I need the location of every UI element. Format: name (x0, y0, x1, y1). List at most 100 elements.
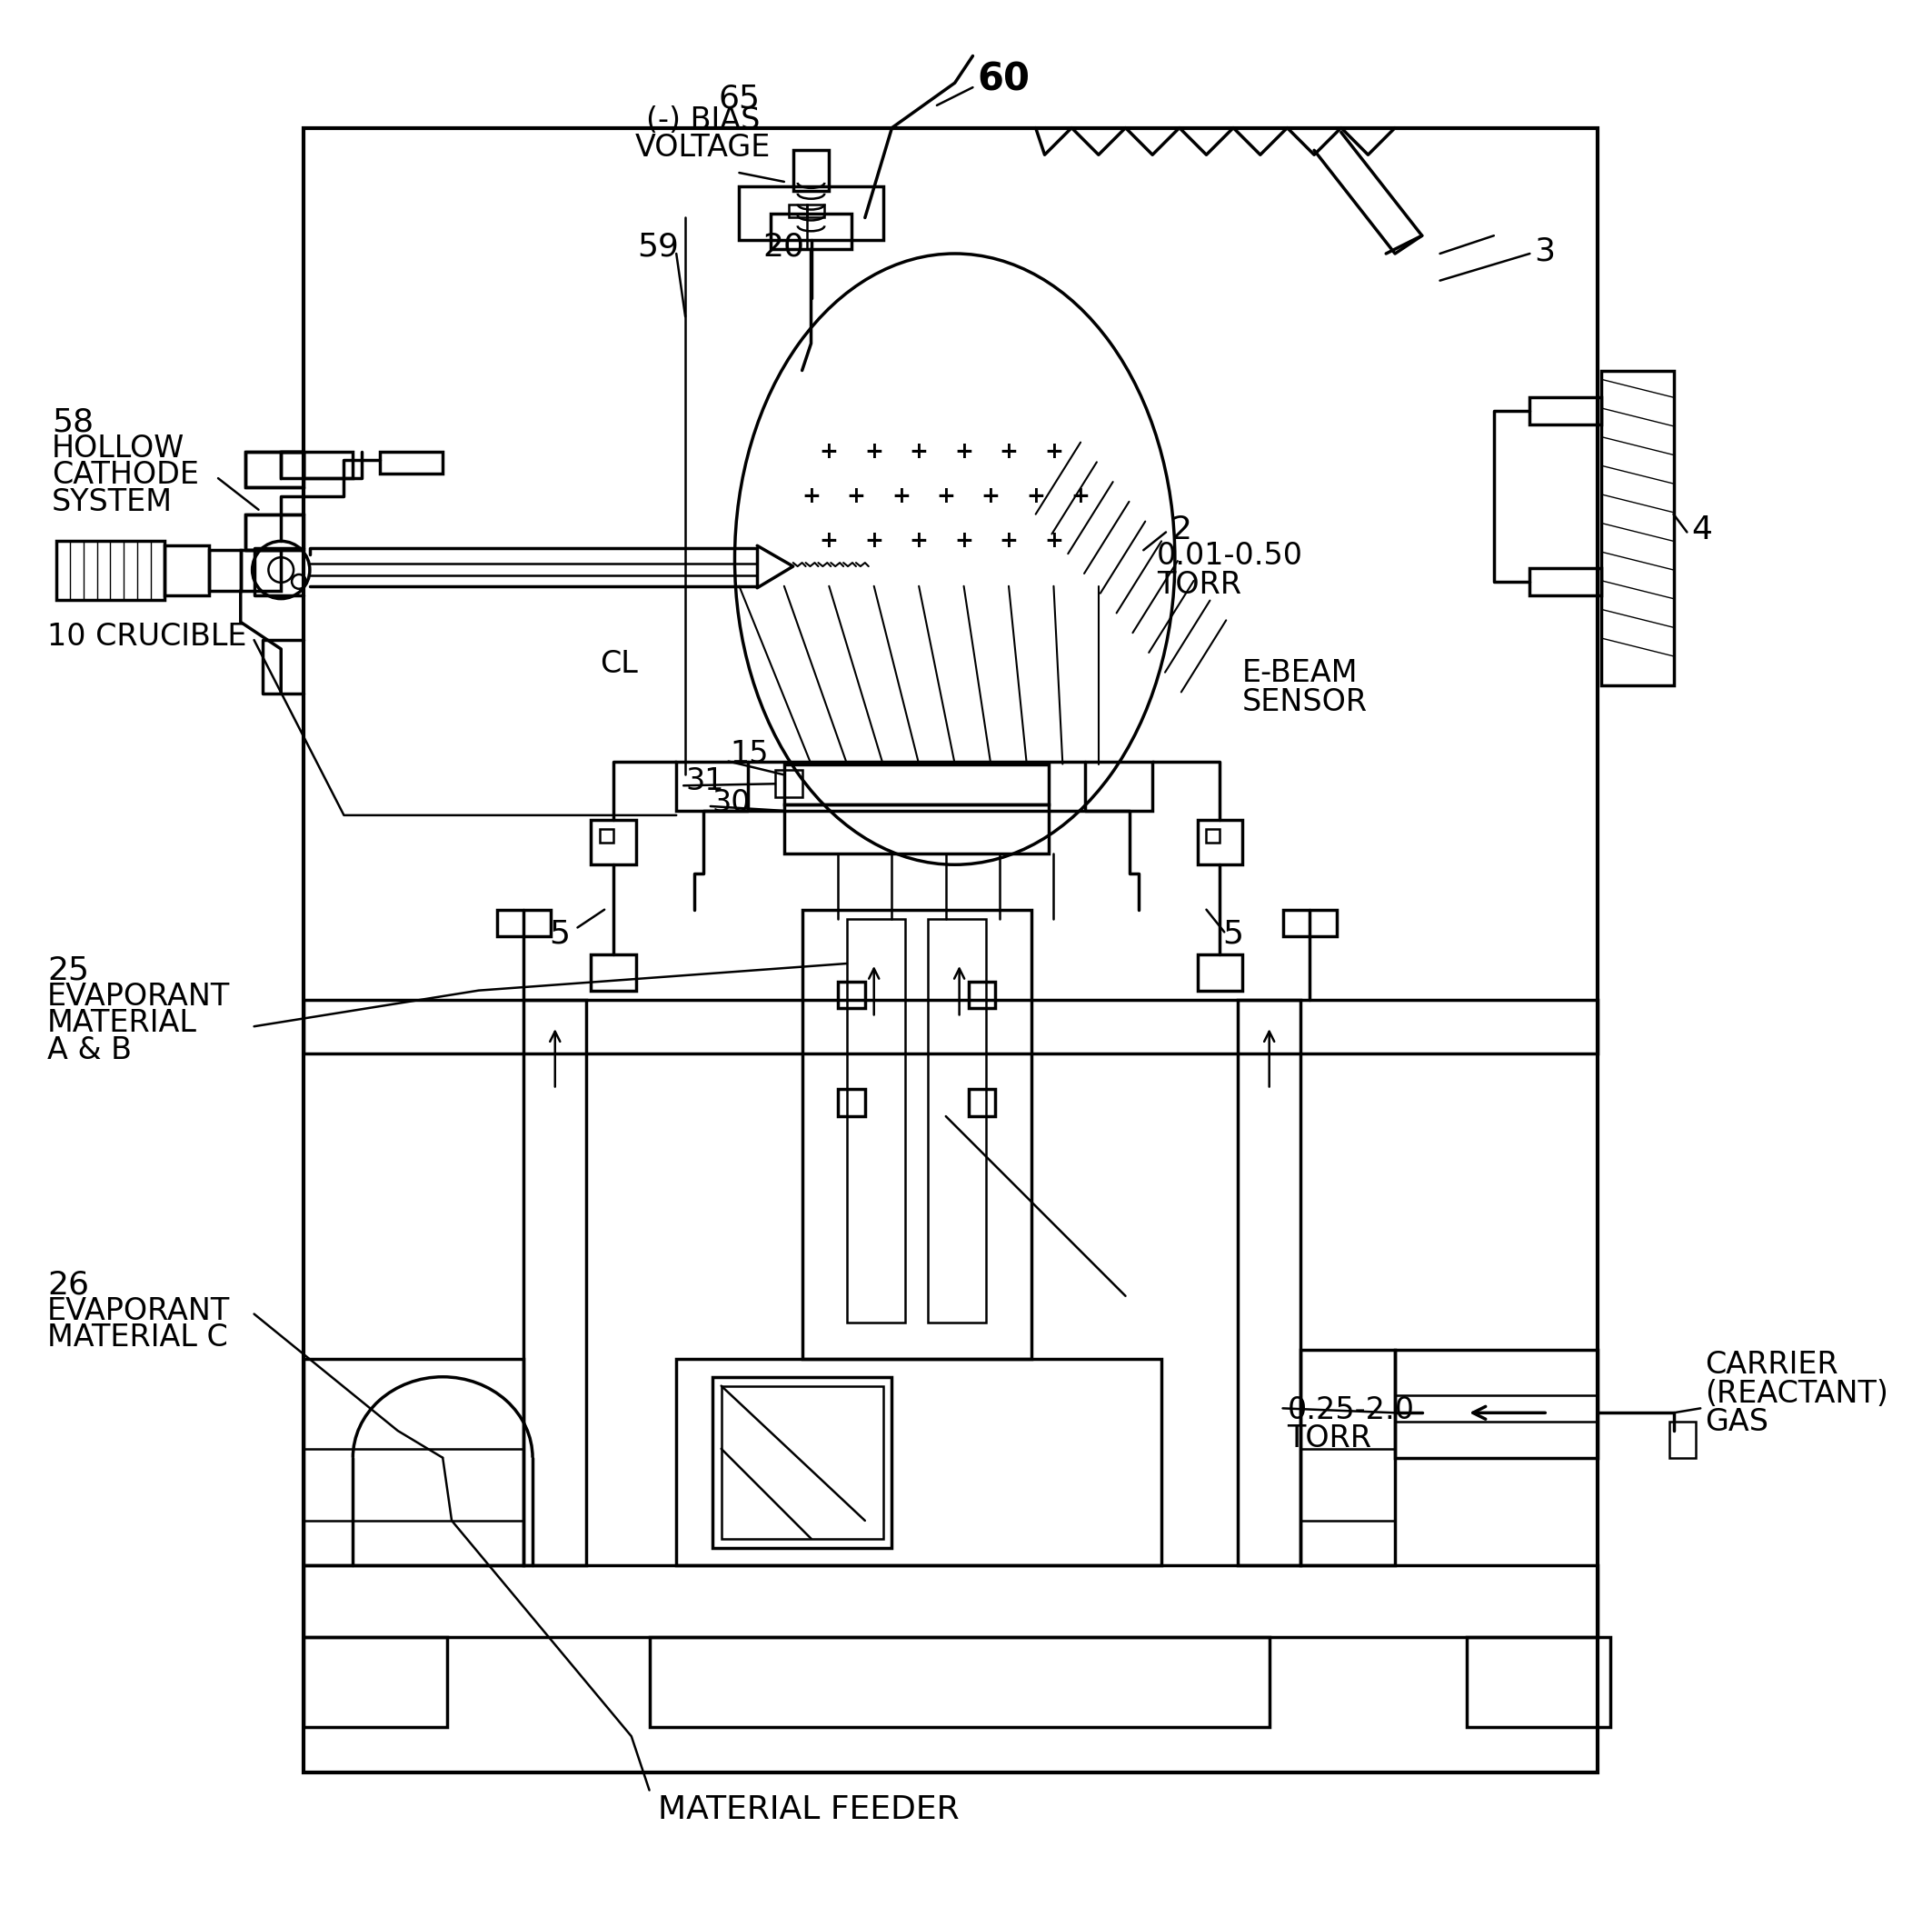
Text: 10 CRUCIBLE: 10 CRUCIBLE (48, 622, 247, 651)
Bar (721, 1386, 883, 1538)
Text: A & B: A & B (48, 1035, 131, 1066)
Bar (497, 910, 551, 937)
Text: 0.25-2.0: 0.25-2.0 (1287, 1395, 1414, 1424)
Bar (245, 451, 303, 488)
Bar (1206, 829, 1219, 842)
Bar (303, 1449, 524, 1520)
Text: +: + (891, 486, 910, 507)
Text: 31: 31 (686, 765, 724, 796)
Bar (1602, 370, 1673, 684)
Text: +: + (864, 441, 883, 462)
Bar (1198, 954, 1242, 990)
Bar (838, 981, 866, 1008)
Text: TORR: TORR (1157, 570, 1242, 599)
Text: (REACTANT): (REACTANT) (1704, 1378, 1888, 1409)
Text: 25: 25 (48, 954, 89, 985)
Text: 15: 15 (730, 738, 769, 769)
Bar (788, 204, 806, 218)
Bar (1283, 910, 1337, 937)
Bar (676, 1359, 1161, 1565)
Text: +: + (910, 530, 929, 551)
Bar (1466, 1638, 1611, 1727)
Text: SYSTEM: SYSTEM (52, 488, 172, 516)
Bar (968, 981, 995, 1008)
Bar (303, 1638, 446, 1727)
Text: SENSOR: SENSOR (1242, 686, 1368, 717)
Bar (524, 1000, 587, 1565)
Text: EVAPORANT: EVAPORANT (48, 981, 230, 1012)
Bar (838, 1089, 866, 1116)
Text: TORR: TORR (1287, 1424, 1372, 1453)
Bar (771, 214, 852, 249)
Text: GAS: GAS (1704, 1407, 1768, 1438)
Bar (164, 545, 209, 595)
Text: 60: 60 (978, 60, 1030, 98)
Text: +: + (910, 441, 929, 462)
Text: +: + (954, 530, 974, 551)
Text: +: + (954, 441, 974, 462)
Text: 59: 59 (638, 231, 680, 262)
Bar (242, 549, 280, 590)
Bar (280, 451, 354, 478)
Text: +: + (802, 486, 821, 507)
Text: +: + (999, 441, 1018, 462)
Bar (927, 919, 985, 1324)
Text: MATERIAL: MATERIAL (48, 1008, 197, 1039)
Text: 4: 4 (1692, 515, 1712, 545)
Bar (806, 204, 825, 218)
Bar (209, 549, 242, 590)
Bar (303, 127, 1598, 1773)
Bar (968, 1089, 995, 1116)
Text: E-BEAM: E-BEAM (1242, 657, 1358, 688)
Bar (775, 771, 802, 798)
Bar (381, 451, 442, 474)
Text: 5: 5 (549, 919, 570, 950)
Bar (303, 1000, 1598, 1054)
Text: 3: 3 (1534, 235, 1555, 266)
Bar (1530, 397, 1602, 424)
Text: 5: 5 (1223, 919, 1244, 950)
Text: +: + (846, 486, 866, 507)
Bar (713, 1378, 893, 1547)
Text: VOLTAGE: VOLTAGE (636, 133, 771, 162)
Bar (1198, 819, 1242, 865)
Bar (601, 829, 614, 842)
Text: CATHODE: CATHODE (52, 461, 199, 489)
Text: MATERIAL C: MATERIAL C (48, 1324, 228, 1353)
Bar (676, 761, 1153, 811)
Text: +: + (937, 486, 954, 507)
Text: +: + (1070, 486, 1090, 507)
Bar (303, 1565, 1598, 1638)
Bar (1300, 1449, 1395, 1520)
Text: +: + (981, 486, 1001, 507)
Text: 58: 58 (52, 407, 95, 437)
Text: +: + (1043, 530, 1063, 551)
Text: 65: 65 (719, 83, 759, 114)
Bar (591, 954, 636, 990)
Bar (303, 1359, 524, 1565)
Bar (1669, 1422, 1696, 1457)
Text: CARRIER: CARRIER (1704, 1351, 1839, 1380)
Text: +: + (1043, 441, 1063, 462)
Bar (1238, 1000, 1300, 1565)
Bar (1395, 1351, 1598, 1457)
Bar (1395, 1395, 1598, 1422)
Bar (784, 804, 1049, 854)
Text: 0.01-0.50: 0.01-0.50 (1157, 541, 1304, 570)
Text: 30: 30 (713, 788, 752, 819)
Text: EVAPORANT: EVAPORANT (48, 1297, 230, 1326)
Bar (1530, 568, 1602, 595)
Text: +: + (819, 530, 838, 551)
Bar (794, 150, 829, 191)
Bar (591, 819, 636, 865)
Text: 2: 2 (1171, 515, 1192, 545)
Bar (245, 515, 303, 549)
Text: HOLLOW: HOLLOW (52, 434, 185, 462)
Bar (802, 910, 1032, 1359)
Text: +: + (819, 441, 838, 462)
Text: (-) BIAS: (-) BIAS (647, 106, 759, 135)
Text: +: + (864, 530, 883, 551)
Bar (784, 763, 1049, 804)
Bar (846, 919, 906, 1324)
Text: +: + (1026, 486, 1045, 507)
